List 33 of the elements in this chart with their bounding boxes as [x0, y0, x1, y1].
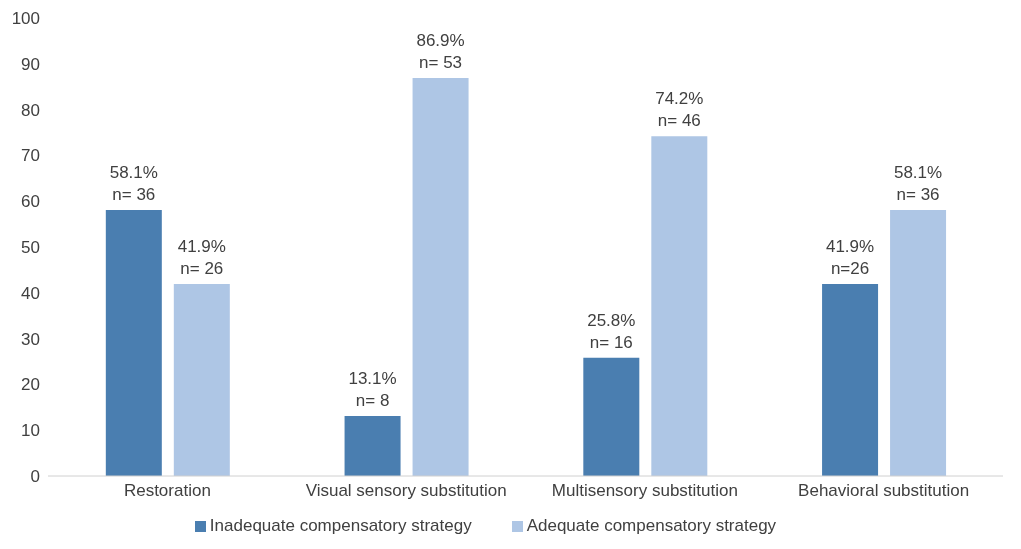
data-label: 41.9% n= 26 [177, 237, 226, 279]
bar [583, 357, 640, 476]
y-tick-label: 30 [21, 329, 40, 349]
bar [173, 284, 230, 476]
x-tick-label: Restoration [123, 481, 211, 501]
y-tick-label: 70 [21, 146, 40, 166]
bar [822, 284, 879, 476]
y-tick-label: 80 [21, 100, 40, 120]
data-label: 25.8% n= 16 [587, 310, 636, 352]
data-label: 58.1% n= 36 [893, 162, 943, 204]
data-label: 58.1% n= 36 [109, 162, 158, 204]
bar [651, 136, 708, 476]
data-label: 86.9% n= 53 [416, 31, 465, 72]
y-tick-label: 20 [21, 375, 40, 395]
data-label: 13.1% n= 8 [348, 369, 397, 410]
y-tick-label: 10 [21, 421, 40, 441]
legend-label: Inadequate compensatory strategy [209, 516, 472, 535]
bar [105, 209, 162, 476]
y-tick-label: 0 [30, 467, 40, 487]
bar [344, 416, 401, 476]
y-tick-label: 50 [21, 238, 40, 258]
x-tick-label: Behavioral substitution [798, 481, 970, 501]
x-tick-label: Visual sensory substitution [305, 481, 507, 501]
y-tick-label: 90 [21, 54, 40, 74]
y-tick-label: 40 [21, 283, 40, 303]
y-tick-label: 60 [21, 192, 40, 212]
bar [412, 78, 469, 476]
x-tick-label: Multisensory substitution [551, 481, 738, 501]
legend-label: Adequate compensatory strategy [526, 516, 777, 535]
y-tick-label: 100 [11, 9, 40, 29]
bar [890, 209, 947, 476]
data-label: 41.9% n=26 [825, 237, 875, 279]
data-label: 74.2% n= 46 [655, 89, 704, 131]
